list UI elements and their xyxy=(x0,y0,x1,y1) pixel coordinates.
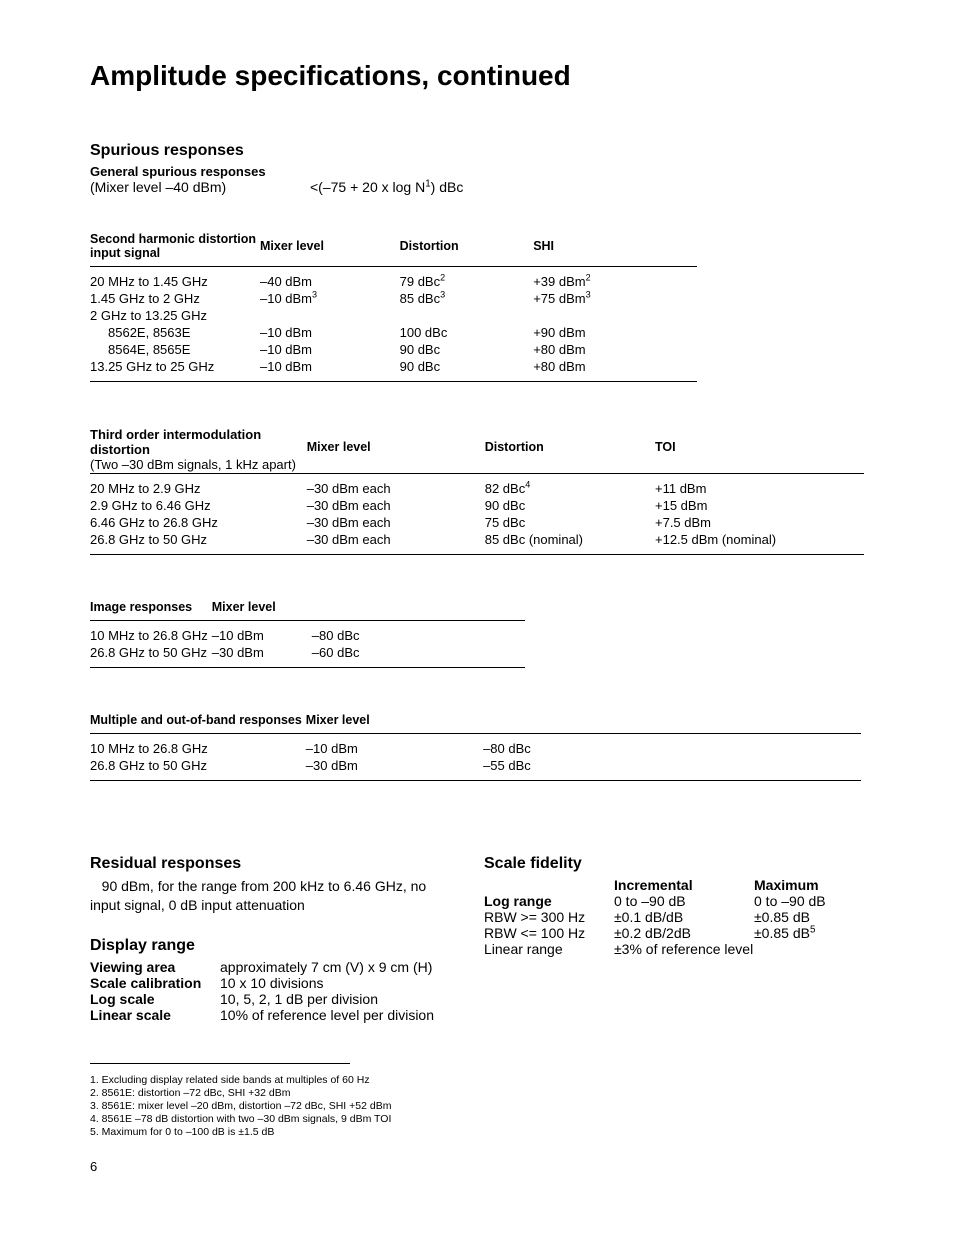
table-row: 20 MHz to 1.45 GHz–40 dBm79 dBc2+39 dBm2 xyxy=(90,273,697,290)
footnote: 5. Maximum for 0 to –100 dB is ±1.5 dB xyxy=(90,1125,864,1138)
footnote: 4. 8561E –78 dB distortion with two –30 … xyxy=(90,1112,864,1125)
mob-table: Multiple and out-of-band responses Mixer… xyxy=(90,712,864,783)
table-row: 26.8 GHz to 50 GHz–30 dBm each85 dBc (no… xyxy=(90,531,864,548)
display-range-heading: Display range xyxy=(90,937,444,955)
display-range-item: Log scale10, 5, 2, 1 dB per division xyxy=(90,991,444,1007)
general-spurious-label: General spurious responses xyxy=(90,164,864,179)
scale-fidelity-row: Log range0 to –90 dB0 to –90 dB xyxy=(484,893,864,909)
page-title: Amplitude specifications, continued xyxy=(90,60,864,92)
scale-fidelity-row: RBW >= 300 Hz±0.1 dB/dB±0.85 dB xyxy=(484,909,864,925)
general-spurious-cond: (Mixer level –40 dBm) xyxy=(90,179,310,195)
table-row: 8562E, 8563E–10 dBm100 dBc+90 dBm xyxy=(90,324,697,341)
table-row: 13.25 GHz to 25 GHz–10 dBm90 dBc+80 dBm xyxy=(90,358,697,375)
display-range-item: Viewing areaapproximately 7 cm (V) x 9 c… xyxy=(90,959,444,975)
table-row: 20 MHz to 2.9 GHz–30 dBm each82 dBc4+11 … xyxy=(90,480,864,497)
scale-fidelity-row: Linear range±3% of reference level xyxy=(484,941,864,957)
footnote: 2. 8561E: distortion –72 dBc, SHI +32 dB… xyxy=(90,1086,864,1099)
spurious-heading: Spurious responses xyxy=(90,142,864,160)
sf-h-max: Maximum xyxy=(754,877,864,893)
footnote: 1. Excluding display related side bands … xyxy=(90,1073,864,1086)
residual-heading: Residual responses xyxy=(90,855,444,873)
table-row: 8564E, 8565E–10 dBm90 dBc+80 dBm xyxy=(90,341,697,358)
table-row: 1.45 GHz to 2 GHz–10 dBm385 dBc3+75 dBm3 xyxy=(90,290,697,307)
sf-h-inc: Incremental xyxy=(614,877,754,893)
shd-table: Second harmonic distortioninput signal M… xyxy=(90,231,864,384)
general-spurious-val: <(–75 + 20 x log N1) dBc xyxy=(310,179,463,195)
scale-fidelity-row: RBW <= 100 Hz±0.2 dB/2dB±0.85 dB5 xyxy=(484,925,864,941)
table-row: 10 MHz to 26.8 GHz–10 dBm–80 dBc xyxy=(90,627,525,644)
page-number: 6 xyxy=(90,1159,864,1174)
table-row: 2.9 GHz to 6.46 GHz–30 dBm each90 dBc+15… xyxy=(90,497,864,514)
image-responses-table: Image responses Mixer level 10 MHz to 26… xyxy=(90,599,864,670)
display-range-item: Scale calibration10 x 10 divisions xyxy=(90,975,444,991)
scale-fidelity-heading: Scale fidelity xyxy=(484,855,864,873)
table-row: 10 MHz to 26.8 GHz–10 dBm–80 dBc xyxy=(90,740,861,757)
footnote: 3. 8561E: mixer level –20 dBm, distortio… xyxy=(90,1099,864,1112)
table-row: 6.46 GHz to 26.8 GHz–30 dBm each75 dBc+7… xyxy=(90,514,864,531)
residual-text: 90 dBm, for the range from 200 kHz to 6.… xyxy=(90,877,444,915)
table-row: 26.8 GHz to 50 GHz–30 dBm–60 dBc xyxy=(90,644,525,661)
table-row: 26.8 GHz to 50 GHz–30 dBm–55 dBc xyxy=(90,757,861,774)
footnotes: 1. Excluding display related side bands … xyxy=(90,1063,864,1139)
display-range-item: Linear scale10% of reference level per d… xyxy=(90,1007,444,1023)
table-row: 2 GHz to 13.25 GHz xyxy=(90,307,697,324)
toi-table: Third order intermodulation distortion(T… xyxy=(90,426,864,557)
